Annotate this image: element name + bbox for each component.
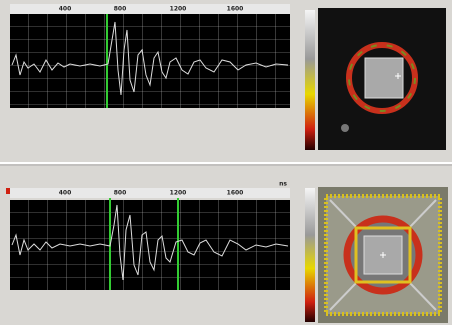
screen: 400 800 1200 1600 400 800 1200 1600 ns — [0, 0, 452, 325]
top-axis-label: 800 — [114, 6, 127, 13]
page: 400 800 1200 1600 400 800 1200 1600 ns (… — [0, 0, 452, 325]
bottom-axis-label: 800 — [114, 190, 127, 197]
axis-unit: ns — [279, 181, 287, 188]
top-axis-label: 400 — [59, 6, 72, 13]
top-axis-label: 1600 — [227, 6, 244, 13]
marker — [6, 188, 10, 194]
spot — [341, 124, 349, 132]
top-grid — [10, 14, 290, 108]
bottom-axis-label: 1200 — [170, 190, 187, 197]
die — [365, 58, 403, 98]
top-ruler — [10, 4, 290, 14]
color-bar — [305, 188, 315, 322]
bottom-ruler — [10, 188, 290, 198]
bottom-axis-label: 1600 — [227, 190, 244, 197]
top-axis-label: 1200 — [170, 6, 187, 13]
color-bar — [305, 10, 315, 150]
bottom-grid — [10, 200, 290, 290]
bottom-axis-label: 400 — [59, 190, 72, 197]
